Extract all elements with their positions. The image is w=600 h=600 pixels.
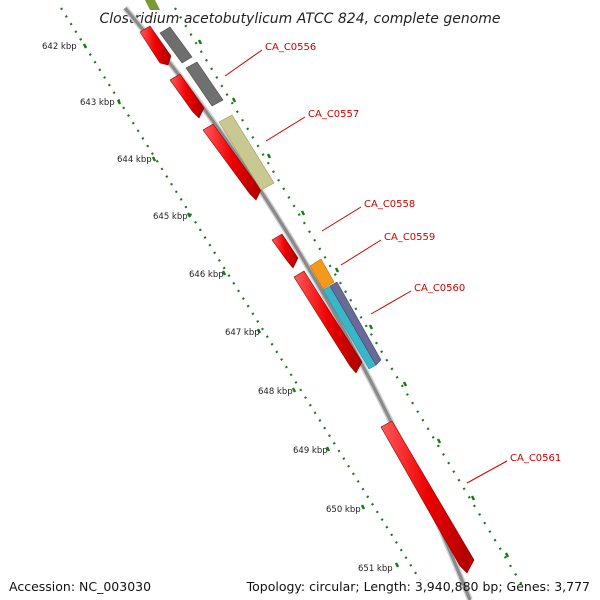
outer-major-ticks (197, 39, 510, 558)
feature-gray-CA_C0556 (185, 61, 224, 107)
tick-label: 648 kbp (258, 387, 293, 397)
gene-label-CA_C0560[interactable]: CA_C0560 (414, 283, 465, 294)
tick-label: 645 kbp (153, 212, 188, 222)
feature-gray-partial (159, 26, 193, 64)
gene-label-CA_C0556[interactable]: CA_C0556 (265, 42, 316, 53)
feature-green-partial (145, 0, 160, 10)
feature-indigo-CA_C0560 (329, 281, 382, 366)
cds-arrow-CA_C0557 (202, 123, 262, 201)
tick-label: 644 kbp (117, 155, 152, 165)
gene-label-CA_C0558[interactable]: CA_C0558 (364, 199, 415, 210)
genome-backbone-shadow (122, 6, 473, 600)
cds-arrow-CA_C0560 (293, 270, 363, 374)
tick-guide-inner (60, 7, 421, 581)
accession-text: Accession: NC_003030 (9, 579, 152, 594)
tick-label: 650 kbp (326, 505, 361, 515)
tick-label: 649 kbp (293, 446, 328, 456)
genome-summary-text: Topology: circular; Length: 3,940,880 bp… (246, 579, 590, 594)
cds-arrow-CA_C0561 (380, 420, 475, 574)
tick-label: 643 kbp (80, 98, 115, 108)
feature-orange-CA_C0559 (309, 258, 335, 290)
gene-label-CA_C0561[interactable]: CA_C0561 (510, 453, 561, 464)
tick-label: 647 kbp (225, 328, 260, 338)
label-leaders (224, 49, 508, 484)
tick-label: 642 kbp (42, 42, 77, 52)
gene-label-CA_C0557[interactable]: CA_C0557 (308, 109, 359, 120)
cds-arrow (139, 25, 172, 66)
tick-label: 651 kbp (358, 564, 393, 574)
tick-guide-outer (174, 7, 526, 591)
feature-olive-CA_C0557 (218, 114, 275, 191)
cds-arrow-CA_C0558 (271, 233, 299, 269)
tick-label: 646 kbp (189, 270, 224, 280)
genome-backbone (123, 6, 472, 600)
map-title: Clostridium acetobutylicum ATCC 824, com… (99, 11, 500, 27)
gene-label-CA_C0559[interactable]: CA_C0559 (384, 232, 435, 243)
inner-major-ticks (82, 43, 400, 568)
cds-arrow-CA_C0556 (169, 73, 205, 119)
